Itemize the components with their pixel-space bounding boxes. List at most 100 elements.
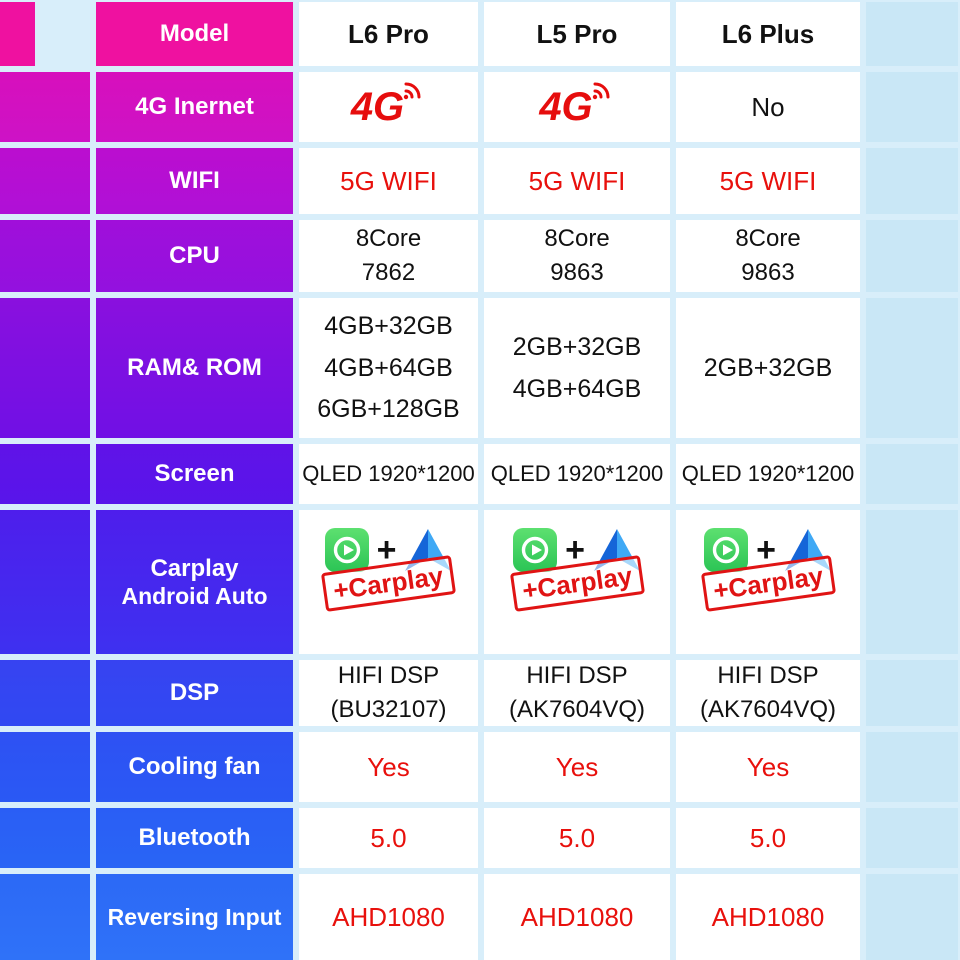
dsp-line: HIFI DSP: [717, 662, 819, 690]
cell-screen-l6plus: QLED 1920*1200: [676, 444, 860, 504]
gradient-strip: [0, 298, 90, 438]
gradient-strip: [0, 2, 90, 66]
carplay-icon: [513, 528, 558, 572]
cell-carplay-l6pro: + +Carplay: [299, 510, 478, 654]
row-bluetooth: Bluetooth 5.0 5.0 5.0: [0, 808, 958, 868]
bluetooth-label: Bluetooth: [138, 824, 251, 852]
empty-side-cell: [866, 732, 958, 802]
dsp-line: (AK7604VQ): [508, 696, 646, 723]
ram-line: 4GB+32GB: [324, 311, 453, 340]
ram-line: 2GB+32GB: [512, 332, 642, 361]
cell-cooling-l5pro: Yes: [484, 732, 670, 802]
cell-wifi-l6plus: 5G WIFI: [676, 148, 860, 214]
cell-cooling-l6pro: Yes: [299, 732, 478, 802]
cpu-line: 8Core: [355, 225, 422, 253]
cell-bluetooth-l6pro: 5.0: [299, 808, 478, 868]
cell-wifi-l6pro: 5G WIFI: [299, 148, 478, 214]
gradient-strip: [0, 444, 90, 504]
row-4g-internet: 4G Inernet 4G 4G: [0, 72, 958, 142]
empty-side-cell: [866, 2, 958, 66]
row-dsp: DSP HIFI DSP (BU32107) HIFI DSP (AK7604V…: [0, 660, 958, 726]
signal-waves-icon: [403, 82, 421, 100]
dsp-line: (BU32107): [330, 696, 447, 723]
cell-carplay-l6plus: + +Carplay: [676, 510, 860, 654]
gradient-strip: [0, 808, 90, 868]
empty-side-cell: [866, 660, 958, 726]
cell-dsp-l6plus: HIFI DSP (AK7604VQ): [676, 660, 860, 726]
cell-cpu-l5pro: 8Core 9863: [484, 220, 670, 292]
gradient-strip: [0, 72, 90, 142]
cell-4g-l6plus: No: [676, 72, 860, 142]
cell-cooling-l6plus: Yes: [676, 732, 860, 802]
row-label-cpu: CPU: [96, 220, 293, 292]
row-wifi: WIFI 5G WIFI 5G WIFI 5G WIFI: [0, 148, 958, 214]
cpu-label: CPU: [169, 242, 220, 270]
cell-wifi-l5pro: 5G WIFI: [484, 148, 670, 214]
row-cooling-fan: Cooling fan Yes Yes Yes: [0, 732, 958, 802]
dsp-label: DSP: [169, 679, 220, 707]
cpu-line: 9863: [741, 259, 795, 286]
cell-cpu-l6plus: 8Core 9863: [676, 220, 860, 292]
row-cpu: CPU 8Core 7862 8Core 9863 8Core 9863: [0, 220, 958, 292]
row-screen: Screen QLED 1920*1200 QLED 1920*1200 QLE…: [0, 444, 958, 504]
4g-internet-label: 4G Inernet: [135, 93, 254, 121]
row-label-ram-rom: RAM& ROM: [96, 298, 293, 438]
cell-reversing-l6plus: AHD1080: [676, 874, 860, 960]
plus-sign: +: [756, 531, 776, 569]
gradient-strip: [0, 148, 90, 214]
carplay-icon: [324, 528, 369, 572]
row-label-4g-internet: 4G Inernet: [96, 72, 293, 142]
empty-side-cell: [866, 444, 958, 504]
ram-line: 4GB+64GB: [324, 353, 453, 382]
column-header-l5-pro: L5 Pro: [484, 2, 670, 66]
row-label-cooling-fan: Cooling fan: [96, 732, 293, 802]
4g-signal-icon: 4G: [539, 82, 614, 129]
carplay-icon: [704, 528, 749, 572]
ram-line: 2GB+32GB: [703, 353, 833, 382]
dsp-line: HIFI DSP: [337, 662, 440, 690]
carplay-label-line2: Android Auto: [121, 582, 268, 609]
cell-ram-l5pro: 2GB+32GB 4GB+64GB: [484, 298, 670, 438]
model-label: Model: [159, 20, 230, 48]
cell-screen-l6pro: QLED 1920*1200: [299, 444, 478, 504]
empty-side-cell: [866, 808, 958, 868]
cell-4g-l6pro: 4G: [299, 72, 478, 142]
row-label-model: Model: [96, 2, 293, 66]
gradient-strip: [0, 220, 90, 292]
wifi-label: WIFI: [169, 167, 220, 195]
row-label-carplay: Carplay Android Auto: [96, 510, 293, 654]
row-label-wifi: WIFI: [96, 148, 293, 214]
signal-waves-icon: [592, 82, 610, 100]
4g-signal-icon: 4G: [351, 82, 426, 127]
row-label-reversing-input: Reversing Input: [96, 874, 293, 960]
cell-reversing-l5pro: AHD1080: [484, 874, 670, 960]
empty-side-cell: [866, 874, 958, 960]
4g-text: 4G: [539, 85, 593, 129]
cell-cpu-l6pro: 8Core 7862: [299, 220, 478, 292]
empty-side-cell: [866, 220, 958, 292]
cpu-line: 9863: [550, 259, 604, 286]
row-reversing-input: Reversing Input AHD1080 AHD1080 AHD1080: [0, 874, 958, 960]
dsp-line: (AK7604VQ): [699, 696, 837, 723]
reversing-input-label: Reversing Input: [107, 903, 282, 930]
gradient-strip: [0, 510, 90, 654]
cell-bluetooth-l5pro: 5.0: [484, 808, 670, 868]
row-label-bluetooth: Bluetooth: [96, 808, 293, 868]
header-row: Model L6 Pro L5 Pro L6 Plus: [0, 2, 958, 66]
empty-side-cell: [866, 510, 958, 654]
gradient-strip: [0, 874, 90, 960]
ram-line: 4GB+64GB: [512, 374, 642, 403]
screen-label: Screen: [154, 460, 235, 488]
gradient-strip: [0, 732, 90, 802]
cpu-line: 7862: [361, 259, 416, 286]
cell-dsp-l6pro: HIFI DSP (BU32107): [299, 660, 478, 726]
empty-side-cell: [866, 298, 958, 438]
row-carplay-android-auto: Carplay Android Auto + +Carpl: [0, 510, 958, 654]
cpu-line: 8Core: [735, 225, 801, 253]
empty-side-cell: [866, 72, 958, 142]
row-label-dsp: DSP: [96, 660, 293, 726]
row-label-screen: Screen: [96, 444, 293, 504]
cpu-line: 8Core: [544, 225, 610, 253]
cell-reversing-l6pro: AHD1080: [299, 874, 478, 960]
